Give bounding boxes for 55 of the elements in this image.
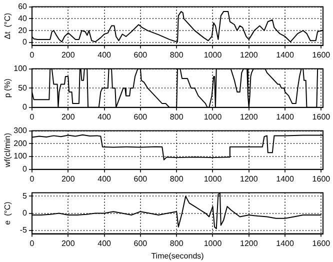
y-tick-label: 50 [18, 83, 28, 92]
x-tick-label: 800 [170, 112, 184, 122]
x-tick-label: 400 [98, 238, 112, 248]
x-tick-label: 200 [61, 174, 76, 184]
x-tick-label: 1200 [240, 112, 258, 122]
x-tick-label: 0 [30, 238, 35, 248]
y-tick-label: 0 [22, 102, 28, 112]
x-tick-label: 1600 [312, 50, 331, 60]
x-tick-label: 1000 [204, 50, 222, 60]
y-tick-label: 20 [18, 26, 28, 35]
x-tick-label: 800 [170, 50, 184, 60]
y-tick-label: 100 [14, 64, 28, 74]
y-tick-label: 300 [14, 126, 28, 136]
x-tick-label: 1200 [240, 238, 258, 248]
y-tick-label: 0 [22, 164, 28, 174]
x-tick-label: 1400 [276, 112, 294, 122]
y-tick-label: -5 [20, 226, 28, 235]
x-tick-label: 1000 [204, 112, 222, 122]
x-tick-label: 1400 [276, 50, 294, 60]
x-tick-label: 200 [61, 112, 76, 122]
y-tick-label: 0 [22, 38, 28, 47]
y-tick-label: 100 [14, 152, 28, 161]
x-tick-label: 400 [98, 50, 112, 60]
x-tick-label: 0 [30, 174, 35, 184]
x-tick-label: 600 [134, 238, 148, 248]
y-axis-title: Δt (°C) [3, 12, 12, 40]
x-tick-label: 600 [134, 50, 148, 60]
x-tick-label: 200 [61, 50, 76, 60]
x-tick-label: 1200 [240, 50, 258, 60]
y-tick-label: 40 [18, 14, 28, 23]
x-tick-label: 1200 [240, 174, 258, 184]
y-tick-label: 5 [22, 191, 28, 200]
x-tick-label: 1600 [312, 238, 331, 248]
x-tick-label: 600 [134, 112, 148, 122]
y-axis-title: wf(cl/min) [3, 132, 12, 168]
x-tick-label: 200 [61, 238, 76, 248]
x-tick-label: 400 [98, 112, 112, 122]
x-tick-label: 0 [30, 50, 35, 60]
x-tick-label: 0 [30, 112, 35, 122]
x-tick-label: 800 [170, 174, 184, 184]
x-tick-label: 600 [134, 174, 148, 184]
y-axis-title: p (%) [3, 78, 12, 98]
y-tick-label: 60 [18, 2, 28, 12]
y-axis-title: e (°C) [3, 201, 12, 225]
x-tick-label: 800 [170, 238, 184, 248]
x-tick-label: 1400 [276, 238, 294, 248]
y-tick-label: 0 [22, 208, 28, 218]
x-axis-title: Time(seconds) [151, 251, 204, 260]
x-tick-label: 1600 [312, 174, 331, 184]
x-tick-label: 400 [98, 174, 112, 184]
x-tick-label: 1000 [204, 238, 222, 248]
x-tick-label: 1000 [204, 174, 222, 184]
x-tick-label: 1600 [312, 112, 331, 122]
y-tick-label: 200 [14, 138, 28, 148]
x-tick-label: 1400 [276, 174, 294, 184]
